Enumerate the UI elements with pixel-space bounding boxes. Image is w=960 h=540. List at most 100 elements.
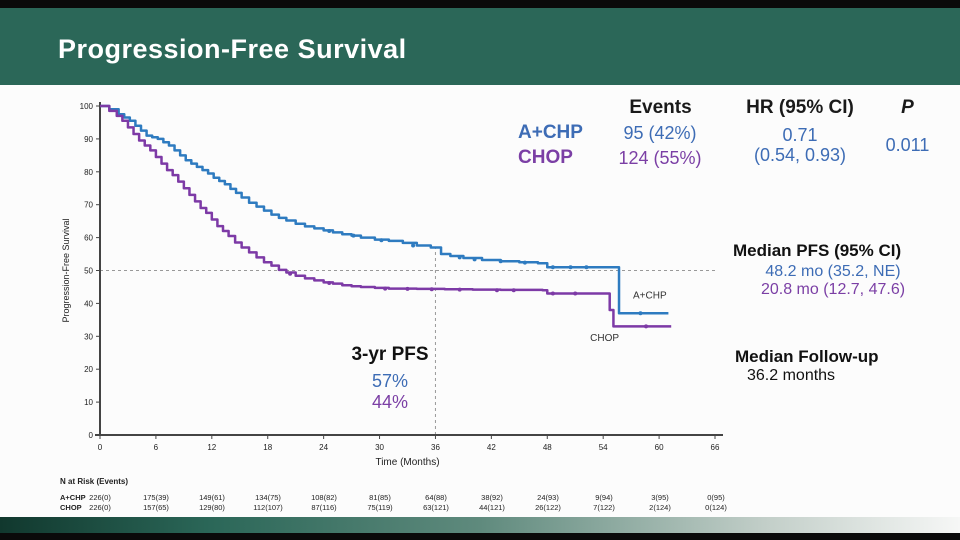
censor-mark bbox=[568, 265, 573, 270]
risk-cell: 9(94) bbox=[595, 493, 613, 502]
censor-mark bbox=[472, 257, 477, 262]
censor-mark bbox=[457, 255, 462, 260]
censor-mark bbox=[351, 233, 356, 238]
three-yr-pfs-achp: 57% bbox=[371, 371, 409, 391]
censor-mark bbox=[522, 260, 527, 265]
curve-label-chop: CHOP bbox=[590, 333, 619, 344]
x-tick-label: 30 bbox=[375, 443, 384, 452]
risk-cell: 24(93) bbox=[537, 493, 559, 502]
risk-cell: 0(95) bbox=[707, 493, 725, 502]
censor-mark bbox=[584, 265, 589, 270]
events-column-header: Events bbox=[629, 97, 692, 118]
censor-mark bbox=[550, 291, 555, 296]
censor-mark bbox=[457, 287, 462, 292]
curve-label-achp: A+CHP bbox=[633, 290, 667, 301]
arm-label-chop: CHOP bbox=[518, 147, 573, 168]
bottom-border-bar bbox=[0, 533, 960, 540]
y-tick-label: 100 bbox=[80, 102, 94, 111]
risk-cell: 175(39) bbox=[143, 493, 169, 502]
y-axis-title: Progression-Free Survival bbox=[61, 218, 71, 322]
median-pfs-chop: 20.8 mo (12.7, 47.6) bbox=[760, 281, 906, 298]
censor-mark bbox=[429, 287, 434, 292]
p-value: 0.011 bbox=[885, 135, 930, 155]
y-tick-label: 40 bbox=[84, 299, 93, 308]
risk-cell: 38(92) bbox=[481, 493, 503, 502]
risk-cell: 64(88) bbox=[425, 493, 447, 502]
censor-mark bbox=[498, 259, 503, 264]
risk-cell: 75(119) bbox=[367, 503, 393, 512]
y-tick-label: 60 bbox=[84, 234, 93, 243]
x-tick-label: 24 bbox=[319, 443, 328, 452]
risk-cell: 0(124) bbox=[705, 503, 727, 512]
y-tick-label: 50 bbox=[84, 267, 93, 276]
y-tick-label: 30 bbox=[84, 332, 93, 341]
risk-cell: 129(80) bbox=[199, 503, 225, 512]
censor-mark bbox=[379, 238, 384, 243]
median-pfs-heading: Median PFS (95% CI) bbox=[733, 241, 902, 260]
y-tick-label: 20 bbox=[84, 365, 93, 374]
events-value-achp: 95 (42%) bbox=[623, 123, 697, 143]
three-yr-pfs-chop: 44% bbox=[371, 392, 409, 412]
censor-mark bbox=[411, 243, 416, 248]
pfs-km-chart: 0 10 20 30 40 50 60 70 80 90 100 0 6 12 18 24 30 36 42 48 54… bbox=[61, 102, 723, 468]
censor-mark bbox=[405, 286, 410, 291]
censor-mark bbox=[327, 229, 332, 234]
risk-cell: 226(0) bbox=[89, 503, 111, 512]
events-value-chop: 124 (55%) bbox=[618, 148, 702, 168]
x-axis-title: Time (Months) bbox=[375, 457, 439, 468]
censor-mark bbox=[327, 281, 332, 286]
hr-value: 0.71 bbox=[782, 125, 818, 145]
arm-label-achp: A+CHP bbox=[518, 122, 583, 143]
risk-cell: 226(0) bbox=[89, 493, 111, 502]
p-column-header: P bbox=[901, 97, 914, 118]
y-tick-label: 10 bbox=[84, 398, 93, 407]
x-tick-label: 48 bbox=[543, 443, 552, 452]
risk-row-values: 226(0) 175(39) 149(61) 134(75) 108(82) 81(85)… bbox=[72, 493, 744, 502]
y-tick-label: 80 bbox=[84, 168, 93, 177]
page-title: Progression-Free Survival bbox=[58, 34, 407, 64]
hr-column-header: HR (95% CI) bbox=[746, 97, 854, 118]
censor-mark bbox=[511, 288, 516, 293]
y-tick-label: 70 bbox=[84, 201, 93, 210]
x-tick-label: 42 bbox=[487, 443, 496, 452]
x-tick-label: 12 bbox=[207, 443, 216, 452]
risk-cell: 2(124) bbox=[649, 503, 671, 512]
x-tick-label: 36 bbox=[431, 443, 440, 452]
three-yr-pfs-heading: 3-yr PFS bbox=[351, 344, 429, 365]
risk-cell: 26(122) bbox=[535, 503, 561, 512]
risk-cell: 134(75) bbox=[255, 493, 281, 502]
x-tick-label: 6 bbox=[154, 443, 159, 452]
median-pfs-achp: 48.2 mo (35.2, NE) bbox=[765, 263, 901, 280]
censor-mark bbox=[494, 288, 499, 293]
km-curve-achp bbox=[100, 104, 669, 315]
top-border-bar bbox=[0, 0, 960, 8]
median-followup-heading: Median Follow-up bbox=[735, 347, 879, 366]
censor-mark bbox=[383, 286, 388, 291]
risk-cell: 149(61) bbox=[199, 493, 225, 502]
risk-row-arm-label: CHOP bbox=[60, 503, 82, 512]
x-tick-label: 0 bbox=[98, 443, 103, 452]
risk-row-arm-label: A+CHP bbox=[60, 493, 86, 502]
risk-cell: 7(122) bbox=[593, 503, 615, 512]
censor-mark bbox=[550, 265, 555, 270]
risk-cell: 87(116) bbox=[311, 503, 337, 512]
risk-row-chop: CHOP 226(0) 157(65) 129(80) 112(107) 87(116) 7… bbox=[0, 503, 960, 513]
risk-cell: 112(107) bbox=[253, 503, 283, 512]
risk-cell: 157(65) bbox=[143, 503, 169, 512]
title-bar: Progression-Free Survival bbox=[0, 8, 960, 85]
hr-ci: (0.54, 0.93) bbox=[753, 145, 847, 165]
risk-row-achp: A+CHP 226(0) 175(39) 149(61) 134(75) 108(82) 8… bbox=[0, 493, 960, 503]
risk-cell: 63(121) bbox=[423, 503, 449, 512]
risk-cell: 81(85) bbox=[369, 493, 391, 502]
y-tick-label: 0 bbox=[89, 431, 94, 440]
risk-cell: 3(95) bbox=[651, 493, 669, 502]
risk-row-values: 226(0) 157(65) 129(80) 112(107) 87(116) 75(11… bbox=[72, 503, 744, 512]
km-curve-chop bbox=[100, 104, 672, 328]
median-followup-value: 36.2 months bbox=[747, 367, 836, 384]
risk-cell: 108(82) bbox=[311, 493, 337, 502]
x-tick-label: 66 bbox=[711, 443, 720, 452]
censor-mark bbox=[638, 311, 643, 316]
x-tick-label: 54 bbox=[599, 443, 608, 452]
risk-table-heading: N at Risk (Events) bbox=[60, 477, 129, 486]
